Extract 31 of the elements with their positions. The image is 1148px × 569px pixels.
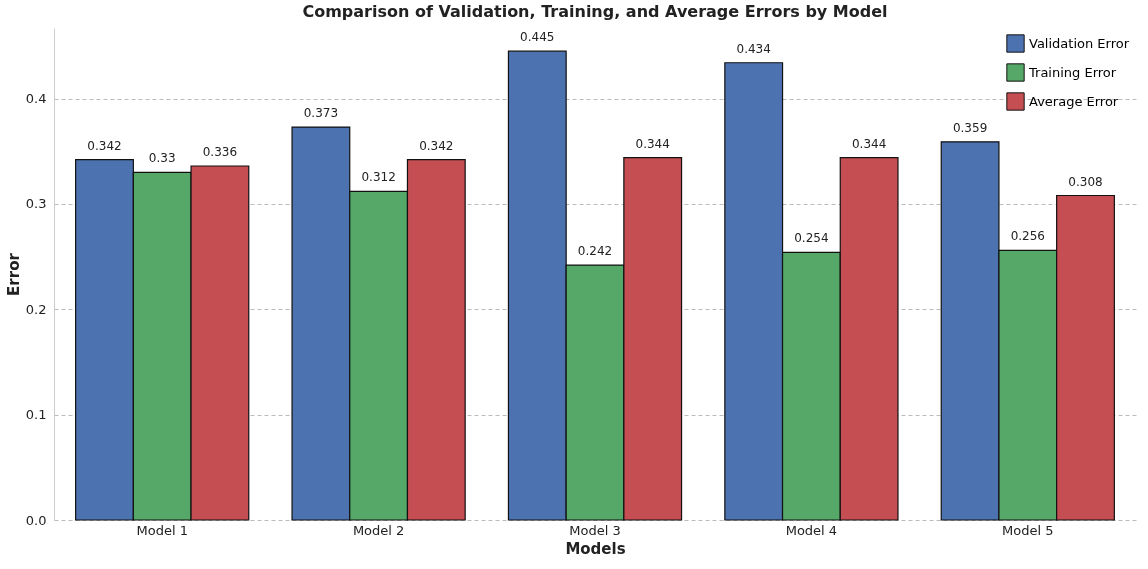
x-tick-label: Model 5: [1002, 522, 1054, 538]
x-tick-label: Model 4: [785, 522, 838, 538]
data-label: 0.312: [361, 170, 396, 185]
legend-label: Average Error: [1029, 93, 1119, 109]
y-tick-label: 0.1: [25, 407, 47, 423]
data-label: 0.344: [851, 136, 887, 151]
data-label: 0.342: [419, 138, 454, 153]
x-tick-label: Model 1: [136, 522, 188, 538]
legend-label: Training Error: [1028, 64, 1117, 80]
y-tick-label: 0.4: [25, 91, 47, 107]
data-label: 0.308: [1068, 174, 1103, 189]
legend-label: Validation Error: [1029, 35, 1130, 51]
data-label: 0.359: [952, 120, 988, 135]
data-label: 0.344: [635, 136, 670, 151]
y-axis-title: Error: [4, 252, 23, 296]
y-tick-label: 0.2: [25, 301, 47, 317]
y-tick-label: 0.3: [25, 196, 47, 212]
data-label: 0.434: [736, 41, 771, 56]
x-axis-title: Models: [565, 539, 626, 558]
data-label: 0.373: [303, 106, 339, 121]
data-label: 0.242: [577, 244, 613, 259]
data-label: 0.336: [202, 145, 238, 160]
chart-title: Comparison of Validation, Training, and Average Errors by Model: [302, 2, 888, 21]
data-label: 0.256: [1010, 229, 1045, 244]
x-tick-label: Model 3: [569, 522, 621, 538]
y-tick-label: 0.0: [25, 512, 47, 528]
data-label: 0.342: [87, 138, 122, 153]
data-label: 0.445: [520, 30, 555, 45]
x-tick-label: Model 2: [352, 522, 405, 538]
data-label: 0.254: [794, 231, 829, 246]
data-label: 0.33: [148, 151, 176, 166]
